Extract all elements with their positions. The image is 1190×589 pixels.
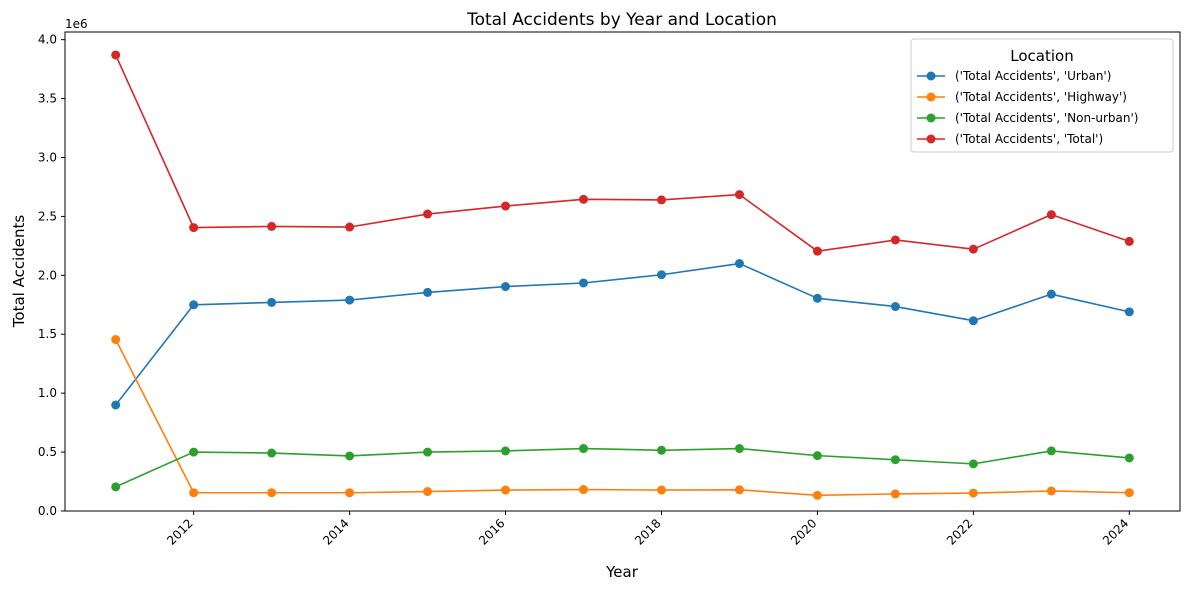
legend-entry: ('Total Accidents', 'Urban') (917, 69, 1111, 83)
data-point (890, 235, 900, 245)
data-point (345, 451, 355, 461)
data-point (656, 485, 666, 495)
legend-label: ('Total Accidents', 'Total') (955, 132, 1103, 146)
y-tick-label: 1.0 (38, 386, 57, 400)
series-1 (111, 335, 1134, 500)
data-point (812, 246, 822, 256)
data-point (968, 459, 978, 469)
legend-entry: ('Total Accidents', 'Total') (917, 132, 1103, 146)
data-point (734, 190, 744, 200)
data-point (968, 244, 978, 254)
data-point (579, 485, 589, 495)
legend-label: ('Total Accidents', 'Non-urban') (955, 111, 1139, 125)
data-point (812, 490, 822, 500)
y-tick-label: 4.0 (38, 33, 57, 47)
legend-box (910, 38, 1174, 153)
legend-title: Location (1010, 47, 1073, 65)
data-point (1046, 289, 1056, 299)
data-point (656, 270, 666, 280)
data-point (1124, 236, 1134, 246)
legend-label: ('Total Accidents', 'Urban') (955, 69, 1111, 83)
series-2 (111, 444, 1134, 492)
series-line (114, 339, 1130, 497)
data-point (267, 221, 277, 231)
data-point (267, 297, 277, 307)
data-point (189, 488, 199, 498)
data-point (189, 447, 199, 457)
data-point (968, 488, 978, 498)
legend-marker (926, 134, 936, 144)
data-point (423, 287, 433, 297)
data-point (812, 293, 822, 303)
chart-title: Total Accidents by Year and Location (466, 10, 777, 30)
data-point (579, 194, 589, 204)
legend-entries: ('Total Accidents', 'Urban') ('Total Acci… (917, 69, 1139, 146)
data-point (423, 447, 433, 457)
y-tick-label: 0.5 (38, 445, 57, 459)
data-point (501, 446, 511, 456)
legend: Location ('Total Accidents', 'Urban')('T… (910, 38, 1174, 153)
data-point (890, 455, 900, 465)
data-point (734, 259, 744, 269)
data-point (890, 489, 900, 499)
data-point (1046, 446, 1056, 456)
data-point (345, 222, 355, 232)
data-point (111, 335, 121, 345)
y-tick-label: 3.5 (38, 92, 57, 106)
data-point (1124, 307, 1134, 317)
x-axis-label: Year (605, 563, 639, 581)
data-point (812, 451, 822, 461)
data-point (111, 482, 121, 492)
data-point (345, 488, 355, 498)
data-point (501, 201, 511, 211)
y-tick-label: 3.0 (38, 150, 57, 164)
data-point (1046, 210, 1056, 220)
legend-entry: ('Total Accidents', 'Highway') (917, 90, 1127, 104)
data-point (501, 282, 511, 292)
data-point (423, 487, 433, 497)
y-tick-label: 2.5 (38, 209, 57, 223)
data-point (1124, 488, 1134, 498)
legend-entry: ('Total Accidents', 'Non-urban') (917, 111, 1139, 125)
series-0 (111, 259, 1134, 410)
series-line (115, 447, 1130, 488)
data-point (423, 209, 433, 219)
data-point (734, 485, 744, 495)
y-tick-label: 2.0 (38, 268, 57, 282)
data-point (579, 444, 589, 454)
data-point (1124, 453, 1134, 463)
data-point (734, 444, 744, 454)
y-tick-label: 0.0 (38, 504, 57, 518)
legend-marker (926, 71, 936, 81)
series-line (114, 54, 1130, 252)
data-point (267, 448, 277, 458)
data-point (189, 223, 199, 233)
legend-marker (926, 113, 936, 123)
data-point (656, 445, 666, 455)
data-point (501, 485, 511, 495)
data-point (267, 488, 277, 498)
series-line (115, 262, 1130, 406)
series-3 (111, 50, 1134, 256)
legend-label: ('Total Accidents', 'Highway') (955, 90, 1127, 104)
data-point (968, 316, 978, 326)
data-point (111, 50, 121, 60)
y-offset-label: 1e6 (65, 17, 88, 31)
data-point (189, 300, 199, 310)
series-group (111, 50, 1134, 500)
legend-marker (926, 92, 936, 102)
data-point (579, 278, 589, 288)
data-point (656, 195, 666, 205)
data-point (111, 400, 121, 410)
data-point (345, 295, 355, 305)
data-point (1046, 486, 1056, 496)
data-point (890, 302, 900, 312)
y-axis-label: Total Accidents (10, 215, 28, 329)
y-tick-label: 1.5 (38, 327, 57, 341)
plot-frame (64, 31, 1181, 512)
